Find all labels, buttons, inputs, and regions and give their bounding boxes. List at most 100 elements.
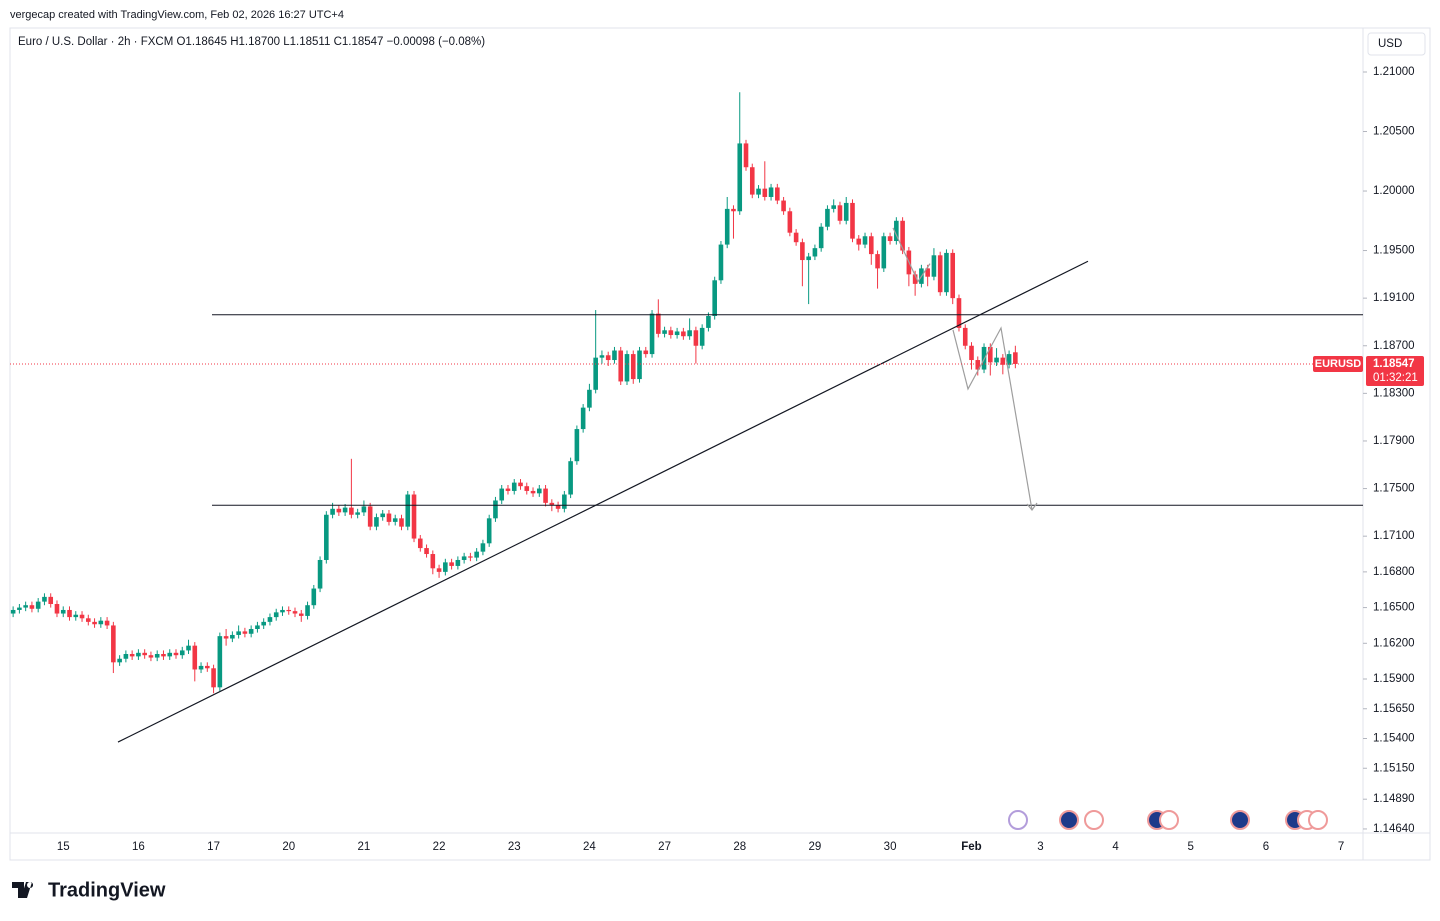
candle-body (587, 389, 592, 408)
y-tick-label: 1.17100 (1373, 530, 1415, 542)
candle-body (593, 357, 598, 390)
x-tick-label: 3 (1037, 841, 1043, 853)
currency: USD (1378, 38, 1402, 50)
candle-body (273, 612, 279, 618)
trend-line (117, 260, 1089, 743)
event-icon[interactable] (1059, 810, 1079, 830)
candle-body (975, 360, 981, 370)
candle-body (668, 330, 674, 336)
event-icon[interactable] (1084, 810, 1104, 830)
candle-body (461, 556, 467, 560)
candle-body (342, 507, 348, 513)
candle-body (405, 494, 411, 527)
x-tick-label: 6 (1263, 841, 1269, 853)
candle-body (123, 654, 129, 659)
y-tick-label: 1.14640 (1373, 823, 1415, 835)
candle-body (800, 242, 805, 261)
candle-body (330, 508, 335, 515)
candle-body (662, 330, 667, 334)
y-tick-label: 1.14890 (1373, 793, 1415, 805)
candle-body (706, 315, 711, 328)
y-tick-label: 1.15900 (1373, 673, 1415, 685)
candle-body (443, 562, 448, 572)
x-tick-label: 16 (132, 841, 145, 853)
y-tick-label: 1.16800 (1373, 566, 1415, 578)
candle-body (724, 208, 730, 245)
candle-body (486, 518, 492, 544)
candle-body (944, 252, 949, 293)
currency-box[interactable] (1367, 32, 1426, 56)
symbol-tag-bg (1313, 355, 1363, 372)
candle-body (29, 605, 35, 609)
candle-body (17, 607, 22, 610)
brand: TradingView (48, 879, 166, 901)
candle-body (48, 596, 54, 605)
candle-body (743, 143, 749, 168)
candle-body (756, 188, 761, 195)
candle-body (117, 658, 122, 663)
candle-body (136, 652, 141, 657)
candle-body (781, 200, 786, 212)
candle-body (161, 654, 166, 657)
candle-body (987, 346, 993, 363)
candle-body (374, 517, 379, 527)
candle-body (311, 588, 317, 606)
candle-body (825, 208, 830, 227)
candle-body (580, 407, 586, 430)
event-icon[interactable] (1308, 810, 1328, 830)
candle-body (674, 331, 680, 336)
candle-body (349, 507, 354, 515)
event-icon[interactable] (1008, 810, 1028, 830)
event-icon[interactable] (1159, 810, 1179, 830)
candle-body (142, 652, 147, 656)
candle-body (812, 248, 818, 257)
candle-body (543, 488, 548, 503)
candle-body (994, 357, 999, 363)
candle-body (718, 244, 724, 281)
candle-body (73, 614, 79, 618)
candle-body (324, 514, 329, 560)
candle-body (449, 562, 454, 566)
candle-body (67, 609, 72, 618)
candle-body (292, 611, 298, 614)
candle-body (92, 621, 97, 625)
candle-body (248, 629, 254, 634)
candle-body (336, 508, 342, 513)
candle-body (267, 617, 273, 622)
y-tick-label: 1.16200 (1373, 637, 1415, 649)
projection-arrowhead (1026, 502, 1038, 511)
candle-body (843, 202, 849, 221)
candle-body (186, 645, 191, 651)
candle-body (818, 226, 824, 249)
candle-body (35, 601, 41, 609)
candle-body (887, 236, 893, 242)
candle-body (255, 625, 260, 630)
candle-body (875, 254, 880, 269)
y-tick-label: 1.20000 (1373, 185, 1415, 197)
candle-body (925, 268, 930, 277)
candle-body (211, 668, 216, 688)
candle-body (511, 482, 517, 491)
candle-body (111, 625, 116, 663)
event-icon[interactable] (1230, 810, 1250, 830)
candle-body (474, 551, 479, 558)
candle-body (468, 556, 473, 558)
candle-body (681, 331, 686, 337)
candle-body (693, 330, 699, 346)
candle-body (1006, 354, 1012, 365)
candle-body (518, 482, 523, 487)
candle-body (230, 634, 235, 639)
candle-body (167, 652, 173, 657)
candle-body (98, 620, 104, 625)
candle-body (148, 655, 154, 658)
candle-body (317, 559, 323, 589)
candle-body (242, 631, 248, 634)
y-tick-label: 1.16500 (1373, 602, 1415, 614)
x-tick-label: 29 (809, 841, 822, 853)
candle-body (793, 232, 799, 243)
candle-body (129, 654, 135, 657)
candle-body (305, 605, 310, 616)
candle-body (599, 355, 605, 358)
